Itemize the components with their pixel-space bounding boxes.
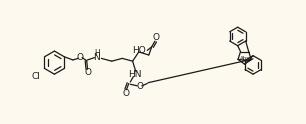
Text: Abs: Abs (240, 56, 250, 61)
Text: H: H (94, 49, 100, 58)
Text: O: O (76, 53, 83, 62)
Text: HN: HN (128, 70, 142, 79)
Text: O: O (136, 82, 143, 91)
Text: O: O (84, 68, 91, 77)
Text: HO: HO (132, 46, 146, 55)
Text: O: O (152, 33, 159, 42)
Text: Cl: Cl (32, 72, 41, 81)
Text: O: O (122, 89, 129, 98)
Text: N: N (93, 53, 100, 62)
